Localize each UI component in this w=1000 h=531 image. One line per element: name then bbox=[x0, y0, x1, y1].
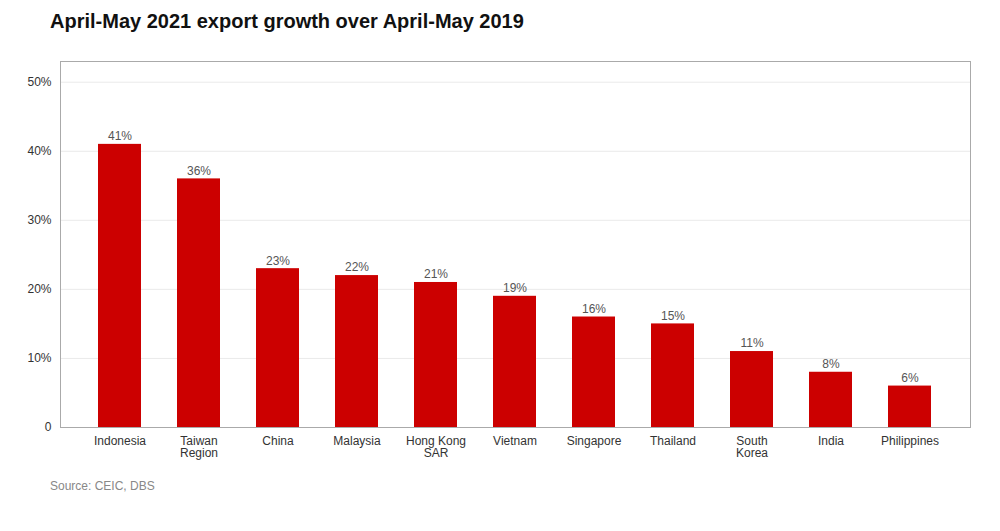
svg-text:TaiwanRegion: TaiwanRegion bbox=[180, 434, 218, 460]
svg-text:21%: 21% bbox=[424, 267, 448, 281]
svg-text:22%: 22% bbox=[345, 260, 369, 274]
svg-text:Vietnam: Vietnam bbox=[493, 434, 537, 448]
svg-text:10%: 10% bbox=[27, 351, 51, 365]
svg-text:16%: 16% bbox=[582, 302, 606, 316]
html-text:Source: CEIC, DBS: Source: CEIC, DBS bbox=[50, 479, 155, 493]
svg-text:50%: 50% bbox=[27, 75, 51, 89]
svg-text:20%: 20% bbox=[27, 282, 51, 296]
html-text:April-May 2021 export growth o: April-May 2021 export growth over April-… bbox=[50, 10, 524, 32]
svg-text:40%: 40% bbox=[27, 144, 51, 158]
svg-text:Malaysia: Malaysia bbox=[333, 434, 381, 448]
svg-text:China: China bbox=[262, 434, 294, 448]
svg-text:6%: 6% bbox=[901, 371, 919, 385]
svg-text:30%: 30% bbox=[27, 213, 51, 227]
svg-text:Singapore: Singapore bbox=[567, 434, 622, 448]
svg-text:Thailand: Thailand bbox=[650, 434, 696, 448]
svg-text:19%: 19% bbox=[503, 281, 527, 295]
svg-text:41%: 41% bbox=[108, 129, 132, 143]
svg-text:Philippines: Philippines bbox=[881, 434, 939, 448]
svg-text:0: 0 bbox=[45, 420, 52, 434]
svg-text:SouthKorea: SouthKorea bbox=[736, 434, 768, 460]
svg-text:23%: 23% bbox=[266, 254, 290, 268]
svg-text:36%: 36% bbox=[187, 164, 211, 178]
svg-text:Indonesia: Indonesia bbox=[94, 434, 146, 448]
svg-text:India: India bbox=[818, 434, 844, 448]
svg-text:11%: 11% bbox=[740, 336, 763, 350]
svg-text:Hong KongSAR: Hong KongSAR bbox=[406, 434, 466, 460]
svg-text:8%: 8% bbox=[822, 357, 840, 371]
svg-text:15%: 15% bbox=[661, 309, 685, 323]
